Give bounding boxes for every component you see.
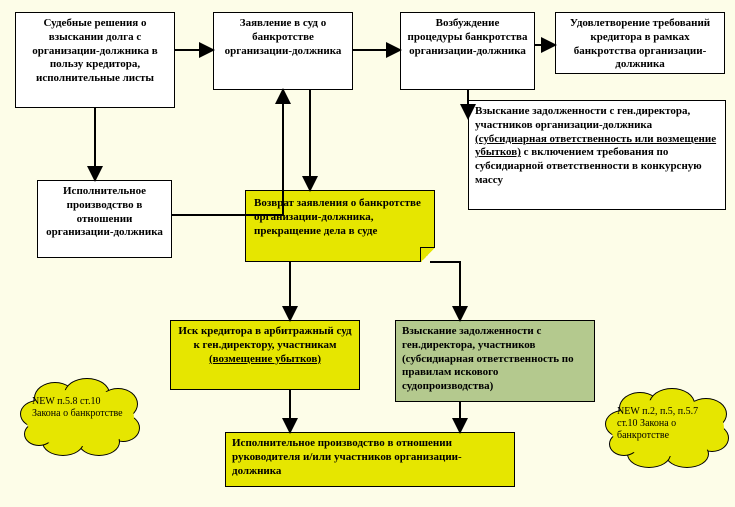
node-procedure-start: Возбуждение процедуры банкротства органи… <box>400 12 535 90</box>
text-pre: Иск кредитора в арбитражный суд к ген.ди… <box>178 325 351 351</box>
text: Исполнительное производство в отношении … <box>46 185 163 238</box>
cloud-text: NEW п.2, п.5, п.5.7 ст.10 Закона о банкр… <box>617 406 720 452</box>
text: Заявление в суд о банкротстве организаци… <box>225 17 342 57</box>
node-enforcement-org: Исполнительное производство в отношении … <box>37 180 172 258</box>
text: Возврат заявления о банкротстве организа… <box>254 197 421 237</box>
text: Возбуждение процедуры банкротства органи… <box>408 17 528 57</box>
text-pre: Взыскание задолженности с ген.директора,… <box>475 105 690 131</box>
text: Взыскание задолженности с ген.директора,… <box>402 325 574 392</box>
node-application: Заявление в суд о банкротстве организаци… <box>213 12 353 90</box>
node-debt-recovery: Взыскание задолженности с ген.директора,… <box>395 320 595 402</box>
cloud-note-left: NEW п.5.8 ст.10 Закона о банкротстве <box>20 378 140 456</box>
node-enforcement-leader: Исполнительное производство в отношении … <box>225 432 515 487</box>
text: Удовлетворение требований кредитора в ра… <box>570 17 710 70</box>
node-creditor-satisfaction: Удовлетворение требований кредитора в ра… <box>555 12 725 74</box>
text: Судебные решения о взыскании долга с орг… <box>32 17 158 84</box>
node-creditor-suit: Иск кредитора в арбитражный суд к ген.ди… <box>170 320 360 390</box>
text-underlined: (возмещение убытков) <box>209 353 321 365</box>
node-court-decisions: Судебные решения о взыскании долга с орг… <box>15 12 175 108</box>
text: Исполнительное производство в отношении … <box>232 437 462 477</box>
node-subsidiary-claim: Взыскание задолженности с ген.директора,… <box>468 100 726 210</box>
node-return-application: Возврат заявления о банкротстве организа… <box>245 190 435 262</box>
cloud-note-right: NEW п.2, п.5, п.5.7 ст.10 Закона о банкр… <box>605 388 730 466</box>
cloud-text: NEW п.5.8 ст.10 Закона о банкротстве <box>32 396 130 442</box>
